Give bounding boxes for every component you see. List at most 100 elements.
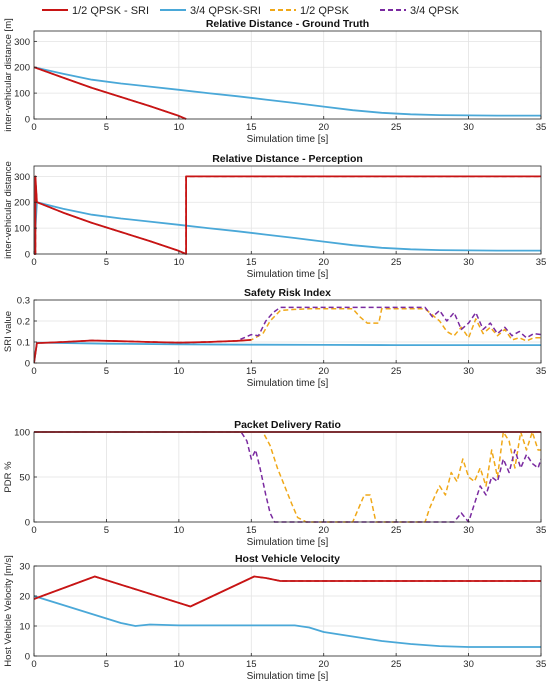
series-line (34, 201, 541, 255)
series-line (34, 595, 541, 648)
axes-frame (33, 30, 542, 120)
x-axis-label: Simulation time [s] (247, 134, 329, 145)
y-tick-label: 0 (25, 652, 30, 663)
plot-area (34, 166, 541, 254)
y-tick-label: 200 (14, 63, 30, 74)
x-tick-label: 20 (318, 525, 329, 536)
subplot: 0 5 10 15 20 25 30 35 0 100 200 300 Relative Distanc… (3, 18, 546, 145)
x-tick-label: 25 (391, 366, 402, 377)
x-tick-label: 25 (391, 525, 402, 536)
y-tick-label: 300 (14, 172, 30, 183)
x-tick-label: 0 (31, 257, 36, 268)
series-line (34, 308, 541, 364)
subplot-title: Safety Risk Index (244, 287, 331, 299)
axes-frame (33, 565, 542, 657)
legend: 1/2 QPSK - SRI 3/4 QPSK-SRI 1/2 QPSK 3/4 QP… (42, 5, 460, 17)
y-axis-label: Host Vehicle Velocity [m/s] (3, 555, 14, 666)
x-tick-label: 10 (174, 122, 185, 133)
x-tick-label: 0 (31, 122, 36, 133)
subplot-title: Relative Distance - Perception (212, 153, 363, 165)
y-tick-label: 100 (14, 89, 30, 100)
x-tick-label: 25 (391, 257, 402, 268)
y-tick-label: 0 (25, 359, 30, 370)
y-tick-label: 0.3 (17, 296, 30, 307)
series-group (34, 306, 541, 364)
x-tick-label: 35 (536, 122, 547, 133)
x-tick-label: 20 (318, 257, 329, 268)
subplot: 0 5 10 15 20 25 30 35 0 100 200 300 Relative Distanc… (3, 153, 546, 280)
y-tick-label: 100 (14, 224, 30, 235)
y-tick-label: 0.2 (17, 317, 30, 328)
legend-label: 3/4 QPSK-SRI (190, 5, 261, 17)
x-tick-label: 35 (536, 659, 547, 670)
y-tick-label: 200 (14, 198, 30, 209)
series-line (34, 575, 541, 608)
legend-label: 1/2 QPSK (300, 5, 350, 17)
x-axis-label: Simulation time [s] (247, 378, 329, 389)
legend-item: 1/2 QPSK - SRI (42, 5, 149, 17)
series-line (34, 431, 541, 523)
x-tick-label: 35 (536, 525, 547, 536)
plot-area (34, 566, 541, 656)
x-tick-label: 15 (246, 122, 257, 133)
subplot: 0 5 10 15 20 25 30 35 0 50 100 Packet Delivery Rati… (3, 419, 546, 548)
series-line (34, 431, 541, 523)
x-tick-label: 30 (463, 366, 474, 377)
x-tick-label: 35 (536, 257, 547, 268)
subplot-title: Relative Distance - Ground Truth (206, 18, 369, 30)
x-tick-label: 30 (463, 122, 474, 133)
subplot: 0 5 10 15 20 25 30 35 0 0.1 0.2 0.3 Safety Risk Inde… (3, 287, 546, 389)
y-axis-label: inter-vehicular distance [m] (3, 18, 14, 132)
x-tick-label: 30 (463, 257, 474, 268)
y-tick-label: 0 (25, 115, 30, 126)
x-axis-label: Simulation time [s] (247, 671, 329, 682)
x-tick-label: 20 (318, 122, 329, 133)
series-line (34, 339, 252, 364)
x-tick-label: 5 (104, 659, 109, 670)
y-tick-label: 300 (14, 37, 30, 48)
series-line (34, 175, 541, 255)
y-tick-label: 0 (25, 250, 30, 261)
x-tick-label: 5 (104, 122, 109, 133)
x-tick-label: 35 (536, 366, 547, 377)
x-tick-label: 20 (318, 659, 329, 670)
legend-label: 1/2 QPSK - SRI (72, 5, 149, 17)
legend-label: 3/4 QPSK (410, 5, 460, 17)
x-tick-label: 15 (246, 659, 257, 670)
axes-frame (33, 299, 542, 364)
series-group (34, 575, 541, 648)
x-tick-label: 30 (463, 525, 474, 536)
y-tick-label: 10 (19, 622, 30, 633)
x-tick-label: 0 (31, 659, 36, 670)
y-axis-label: PDR % (3, 461, 14, 493)
plot-area (34, 31, 541, 119)
x-tick-label: 5 (104, 525, 109, 536)
x-axis-label: Simulation time [s] (247, 537, 329, 548)
x-tick-label: 10 (174, 525, 185, 536)
legend-item: 3/4 QPSK (380, 5, 460, 17)
subplot-title: Host Vehicle Velocity (235, 553, 340, 565)
x-tick-label: 5 (104, 257, 109, 268)
x-tick-label: 15 (246, 525, 257, 536)
x-tick-label: 15 (246, 257, 257, 268)
y-tick-label: 0.1 (17, 338, 30, 349)
x-tick-label: 10 (174, 257, 185, 268)
y-axis-label: inter-vehicular distance (3, 161, 14, 259)
subplot: 0 5 10 15 20 25 30 35 0 10 20 30 Host Vehicle Veloci… (3, 553, 546, 682)
y-tick-label: 50 (19, 473, 30, 484)
subplot-title: Packet Delivery Ratio (234, 419, 341, 431)
x-tick-label: 20 (318, 366, 329, 377)
x-tick-label: 5 (104, 366, 109, 377)
axes-frame (33, 165, 542, 255)
legend-item: 3/4 QPSK-SRI (160, 5, 261, 17)
y-tick-label: 0 (25, 518, 30, 529)
y-tick-label: 20 (19, 592, 30, 603)
series-group (34, 66, 541, 120)
x-tick-label: 15 (246, 366, 257, 377)
series-line (34, 66, 187, 120)
x-tick-label: 30 (463, 659, 474, 670)
y-tick-label: 30 (19, 562, 30, 573)
y-axis-label: SRI value (3, 311, 14, 352)
